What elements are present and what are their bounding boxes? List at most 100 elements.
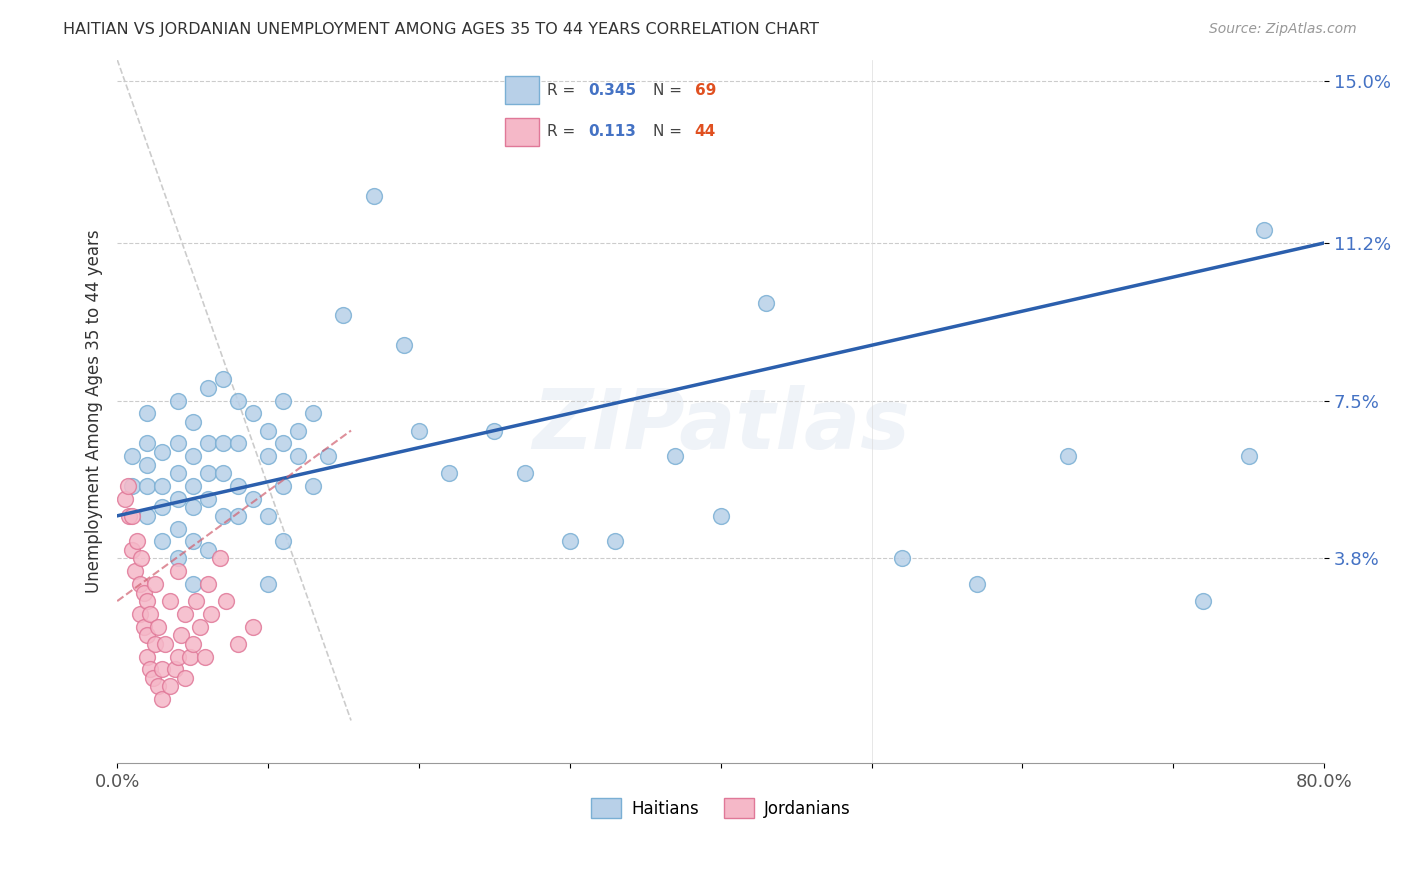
Point (664, 449, 686, 463)
Point (134, 585, 156, 599)
Point (257, 449, 280, 463)
Point (124, 564, 146, 578)
Point (139, 607, 162, 621)
Point (318, 449, 340, 463)
Point (408, 424, 430, 438)
Point (143, 637, 166, 651)
Point (211, 508, 233, 523)
Point (181, 637, 204, 651)
Text: HAITIAN VS JORDANIAN UNEMPLOYMENT AMONG AGES 35 TO 44 YEARS CORRELATION CHART: HAITIAN VS JORDANIAN UNEMPLOYMENT AMONG … (63, 22, 820, 37)
Point (392, 338, 415, 352)
Point (890, 551, 912, 566)
Point (121, 479, 143, 493)
Point (558, 534, 581, 549)
Point (136, 628, 159, 642)
Point (197, 381, 219, 395)
Point (166, 393, 188, 408)
Point (271, 393, 294, 408)
Point (197, 466, 219, 480)
Point (166, 564, 188, 578)
Point (146, 679, 169, 693)
Point (181, 479, 204, 493)
Point (131, 551, 153, 566)
Point (114, 491, 136, 506)
Point (181, 449, 204, 463)
Point (169, 628, 191, 642)
Point (211, 372, 233, 386)
Point (181, 534, 204, 549)
Point (166, 466, 188, 480)
Point (197, 577, 219, 591)
Point (271, 436, 294, 450)
Point (271, 479, 294, 493)
Point (159, 594, 181, 608)
Point (710, 508, 733, 523)
Point (155, 637, 177, 651)
Point (128, 607, 150, 621)
Point (139, 662, 162, 676)
Point (121, 449, 143, 463)
Point (1056, 449, 1078, 463)
Point (128, 577, 150, 591)
Point (181, 415, 204, 429)
Point (121, 543, 143, 558)
Point (287, 449, 309, 463)
Point (163, 662, 186, 676)
Point (1237, 449, 1260, 463)
Point (143, 577, 166, 591)
Point (166, 649, 188, 664)
Point (179, 649, 201, 664)
Point (136, 458, 159, 472)
Point (181, 577, 204, 591)
Point (242, 491, 264, 506)
Point (437, 466, 460, 480)
Point (197, 436, 219, 450)
Point (302, 407, 325, 421)
Point (197, 543, 219, 558)
Point (125, 534, 148, 549)
Point (208, 551, 231, 566)
Point (136, 649, 159, 664)
Point (257, 577, 280, 591)
Point (211, 436, 233, 450)
Point (271, 534, 294, 549)
Point (603, 534, 626, 549)
Point (226, 637, 249, 651)
Point (152, 662, 174, 676)
Point (197, 491, 219, 506)
Point (226, 479, 249, 493)
Point (166, 551, 188, 566)
Point (363, 189, 385, 203)
Point (152, 445, 174, 459)
Point (152, 500, 174, 515)
Point (226, 436, 249, 450)
Point (152, 534, 174, 549)
Text: ZIPatlas: ZIPatlas (531, 385, 910, 466)
Point (287, 424, 309, 438)
Point (152, 692, 174, 706)
Point (146, 620, 169, 634)
Point (136, 479, 159, 493)
Point (134, 620, 156, 634)
Point (152, 479, 174, 493)
Point (166, 522, 188, 536)
Point (174, 607, 197, 621)
Point (200, 607, 222, 621)
Y-axis label: Unemployment Among Ages 35 to 44 years: Unemployment Among Ages 35 to 44 years (86, 229, 103, 593)
Point (1253, 223, 1275, 237)
Point (513, 466, 536, 480)
Point (136, 407, 159, 421)
Point (226, 393, 249, 408)
Point (188, 620, 211, 634)
Legend: Haitians, Jordanians: Haitians, Jordanians (585, 791, 858, 825)
Point (1192, 594, 1215, 608)
Point (184, 594, 207, 608)
Point (121, 508, 143, 523)
Point (302, 479, 325, 493)
Point (136, 436, 159, 450)
Point (194, 649, 217, 664)
Point (174, 671, 197, 685)
Point (211, 466, 233, 480)
Point (215, 594, 238, 608)
Point (166, 436, 188, 450)
